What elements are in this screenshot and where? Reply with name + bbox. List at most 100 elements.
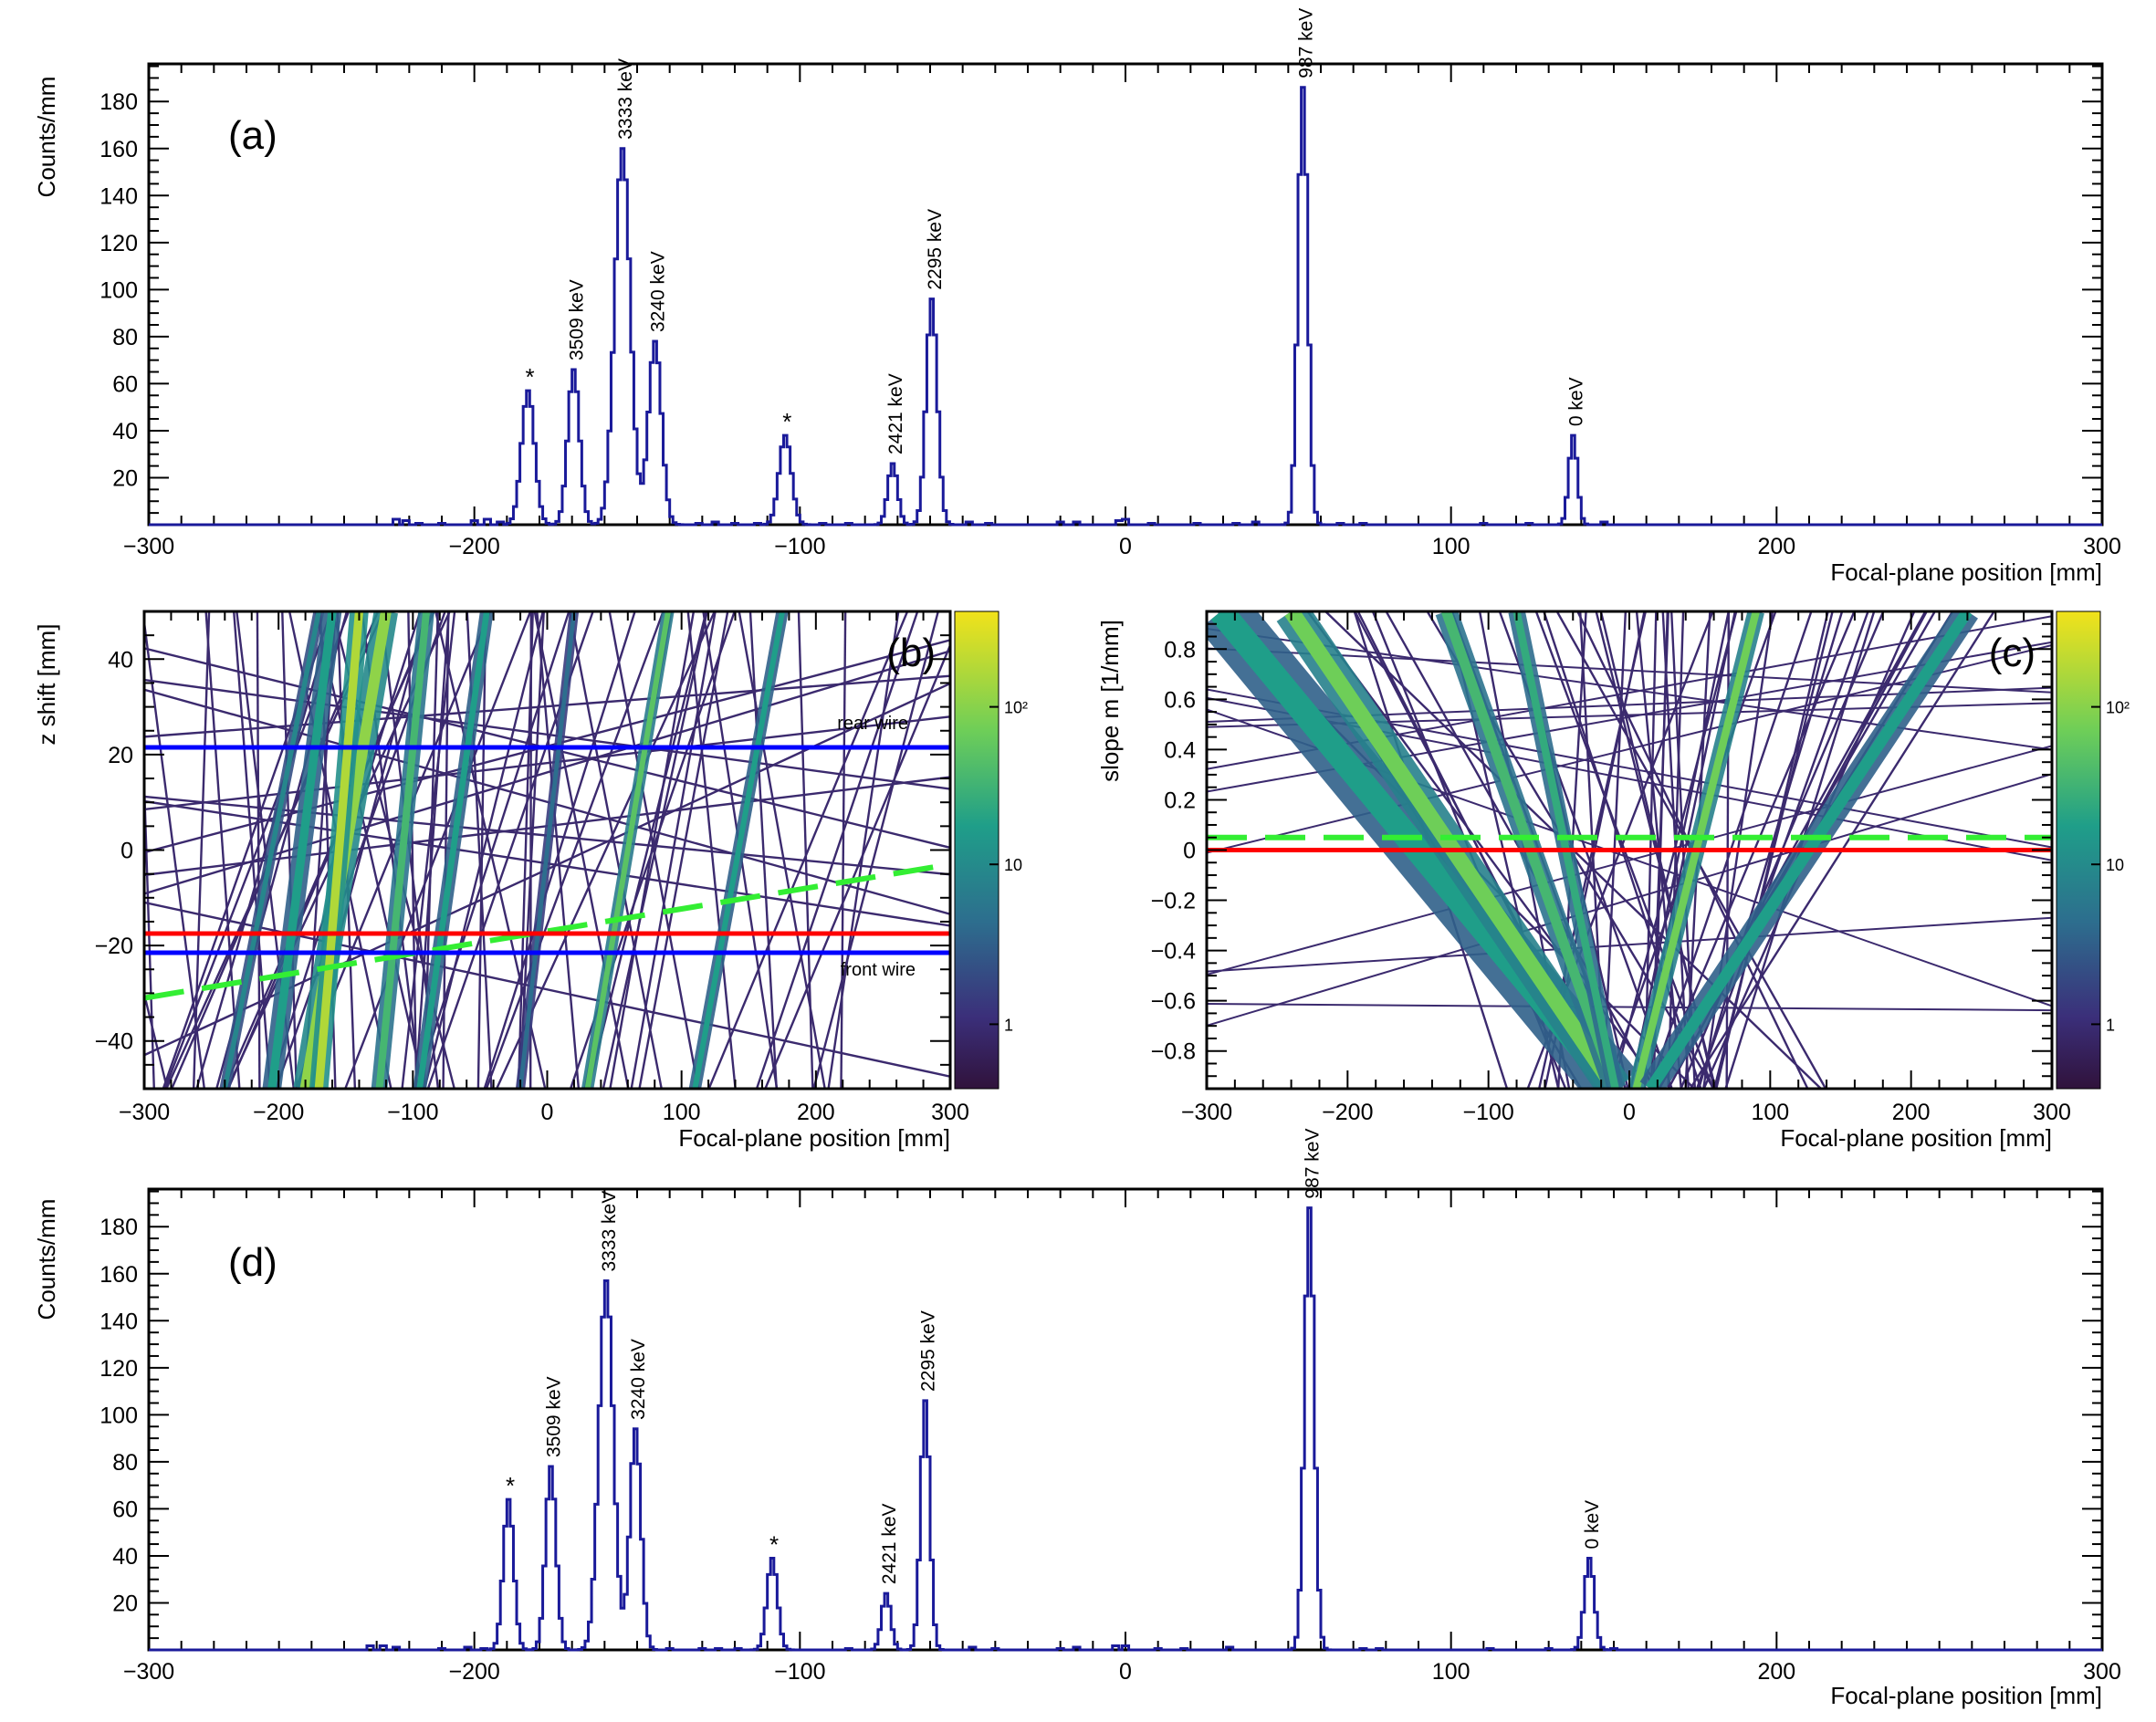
x-tick-label: 0 xyxy=(1119,534,1132,559)
peak-label: 3240 keV xyxy=(628,1339,649,1420)
track-line xyxy=(483,611,636,1089)
ylabel-d: Counts/mm xyxy=(33,1199,60,1320)
panel-d: −300 −200 −100 0 100 200 300 20 40 60 80 100 120 140 1… xyxy=(33,1129,2121,1709)
colorbar-ticks-c: 1 10 10² xyxy=(2091,699,2130,1034)
track-line xyxy=(233,611,272,1089)
y-tick-label: 20 xyxy=(108,743,133,768)
x-tick-label: 100 xyxy=(1432,1659,1470,1685)
x-tick-label: −200 xyxy=(253,1100,304,1125)
peak-label: 3333 keV xyxy=(615,58,636,140)
plot-frame xyxy=(147,62,2104,527)
track-band-core xyxy=(518,611,577,1089)
track-line xyxy=(764,642,950,1089)
x-tick-label: 200 xyxy=(1757,534,1795,559)
peak-label: 987 keV xyxy=(1303,1129,1324,1199)
y-tick-label: −0.8 xyxy=(1151,1039,1196,1065)
peak-label: 3509 keV xyxy=(543,1376,564,1457)
track-line xyxy=(407,611,418,1089)
ylabel-c: slope m [1/mm] xyxy=(1096,620,1124,782)
track-line xyxy=(608,611,700,1089)
track-line xyxy=(144,650,950,895)
x-tick-label: 300 xyxy=(931,1100,969,1125)
track-line xyxy=(195,611,336,1089)
colorbar-tick-label: 10² xyxy=(2106,699,2130,717)
track-line xyxy=(144,989,169,1089)
y-tick-label: 180 xyxy=(99,1215,138,1240)
track-line xyxy=(1207,1003,2052,1012)
track-line xyxy=(840,611,847,1089)
panel-label-d: (d) xyxy=(228,1240,277,1285)
y-tick-label: 0 xyxy=(120,839,133,864)
y-tick-label: 40 xyxy=(112,1544,138,1570)
overlay-lines-c xyxy=(1207,834,2052,852)
ylabel-a: Counts/mm xyxy=(33,77,60,198)
peak-label: 3240 keV xyxy=(648,251,669,332)
panel-label-c: (c) xyxy=(1989,631,2036,675)
track-band-core xyxy=(267,611,337,1089)
x-tick-label: −200 xyxy=(1322,1100,1373,1125)
y-tick-label: 0.2 xyxy=(1164,788,1196,813)
track-line xyxy=(1207,745,2052,976)
x-tick-label: −200 xyxy=(449,534,500,559)
y-tick-label: 20 xyxy=(112,1591,138,1616)
y-tick-label: 20 xyxy=(112,465,138,491)
y-tick-label: −40 xyxy=(95,1029,133,1055)
track-line xyxy=(827,611,900,1089)
track-band-core xyxy=(314,611,364,1089)
x-tick-label: 100 xyxy=(1432,534,1470,559)
track-band-core xyxy=(584,611,671,1089)
track-line xyxy=(568,611,663,1089)
x-tick-label: −300 xyxy=(123,534,174,559)
peak-label: 0 keV xyxy=(1582,1500,1603,1550)
colorbar-tick-label: 10² xyxy=(1004,699,1028,717)
colorbar-ticks-b: 1 10 10² xyxy=(989,699,1028,1034)
x-tick-label: −300 xyxy=(123,1659,174,1685)
xlabel-a: Focal-plane position [mm] xyxy=(1830,558,2102,586)
x-tick-label: 200 xyxy=(1892,1100,1931,1125)
peak-label: 987 keV xyxy=(1295,8,1316,78)
colorbar-tick-label: 10 xyxy=(1004,856,1022,874)
track-line xyxy=(707,611,909,1089)
y-tick-label: 0.6 xyxy=(1164,687,1196,713)
y-tick-label: 100 xyxy=(99,1403,138,1428)
heatmap-tracks-b xyxy=(144,611,950,1089)
panel-a: −300 −200 −100 0 100 200 300 20 40 60 80 100 120 140 1… xyxy=(33,8,2121,586)
y-tick-label: 160 xyxy=(99,1262,138,1288)
y-tick-label: 40 xyxy=(108,647,133,673)
plot-frame xyxy=(147,1187,2104,1652)
colorbar-tick-label: 1 xyxy=(2106,1016,2115,1034)
x-tick-label: 0 xyxy=(541,1100,554,1125)
track-line xyxy=(424,611,545,1089)
xlabel-d: Focal-plane position [mm] xyxy=(1830,1682,2102,1709)
track-line xyxy=(1207,916,2052,973)
panel-c: −300 −200 −100 0 100 200 300 −0.8 −0.6 −0.4 −0.2 0 0… xyxy=(1096,610,2130,1152)
front-wire-label: front wire xyxy=(841,960,916,980)
track-line xyxy=(204,611,241,1089)
peak-marker: * xyxy=(782,408,791,435)
peak-marker: * xyxy=(506,1472,515,1499)
peak-label: 2295 keV xyxy=(918,1310,939,1392)
axis-ticks: −300 −200 −100 0 100 200 300 20 40 60 80 100 120 140 1… xyxy=(99,64,2121,559)
overlay-lines-b xyxy=(144,745,950,1001)
peak-labels-d: * 3509 keV 3333 keV 3240 keV * 2421 keV 2295 k… xyxy=(506,1129,1603,1585)
track-line xyxy=(413,611,450,1089)
axis-ticks: −300 −200 −100 0 100 200 300 −0.8 −0.6 −0.4 −0.2 0 0… xyxy=(1151,611,2071,1125)
track-line xyxy=(609,611,696,1089)
histogram-a xyxy=(149,86,2102,527)
x-tick-label: 200 xyxy=(1757,1659,1795,1685)
track-line xyxy=(812,611,939,1089)
track-line xyxy=(144,678,950,790)
track-line xyxy=(314,611,425,1089)
track-line xyxy=(517,611,534,1089)
y-tick-label: 140 xyxy=(99,183,138,209)
x-tick-label: 0 xyxy=(1623,1100,1636,1125)
peak-marker: * xyxy=(525,363,534,391)
track-line xyxy=(1207,773,2052,1027)
x-tick-label: −100 xyxy=(1463,1100,1514,1125)
track-line xyxy=(144,674,950,738)
track-line xyxy=(344,611,532,1089)
y-tick-label: 120 xyxy=(99,1356,138,1382)
track-band-core xyxy=(416,611,490,1089)
